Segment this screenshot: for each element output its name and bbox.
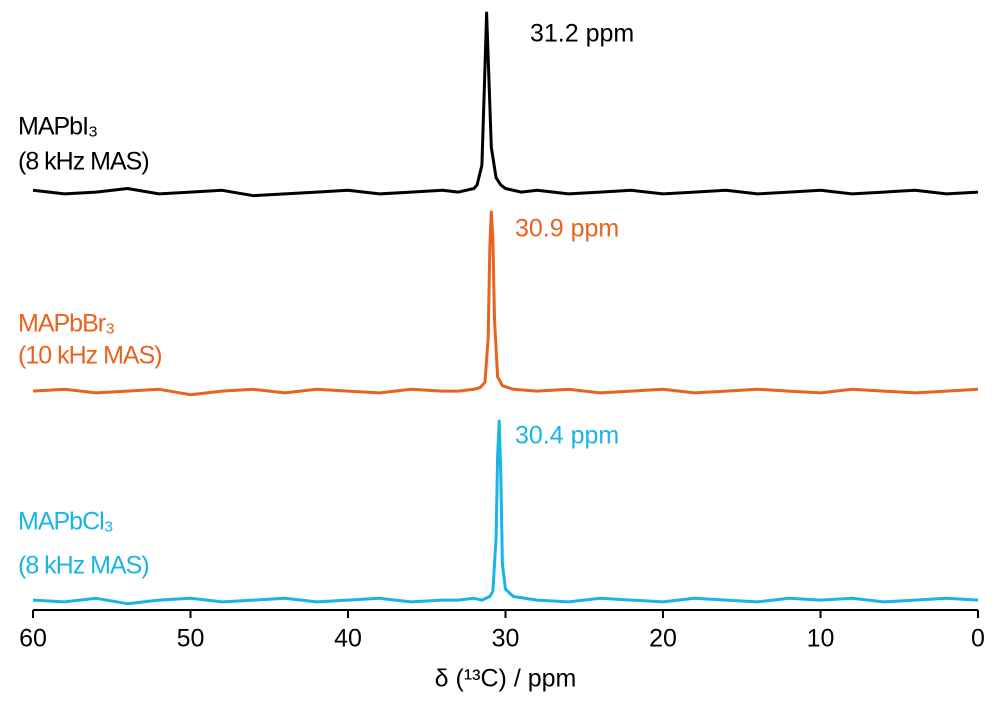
peak-label: 30.4 ppm xyxy=(515,422,619,450)
x-axis-label: δ (¹³C) / ppm xyxy=(435,665,577,693)
series-annotation: (8 kHz MAS) xyxy=(18,148,149,176)
series-label: MAPbI₃ xyxy=(18,113,97,141)
spectrum-line xyxy=(32,419,979,606)
x-tick-label: 50 xyxy=(177,625,205,653)
series-label: MAPbCl₃ xyxy=(18,508,113,536)
x-tick-label: 60 xyxy=(19,625,47,653)
x-tick-label: 10 xyxy=(807,625,835,653)
x-tick-label: 30 xyxy=(492,625,520,653)
series-annotation: (8 kHz MAS) xyxy=(18,552,149,580)
x-tick-label: 40 xyxy=(334,625,362,653)
spectrum-line xyxy=(32,210,979,397)
spectrum-line xyxy=(32,11,979,198)
peak-label: 30.9 ppm xyxy=(515,215,619,243)
peak-label: 31.2 ppm xyxy=(530,20,634,48)
series-annotation: (10 kHz MAS) xyxy=(18,342,162,370)
x-tick-label: 0 xyxy=(971,625,985,653)
series-label: MAPbBr₃ xyxy=(18,310,114,338)
x-tick-label: 20 xyxy=(649,625,677,653)
